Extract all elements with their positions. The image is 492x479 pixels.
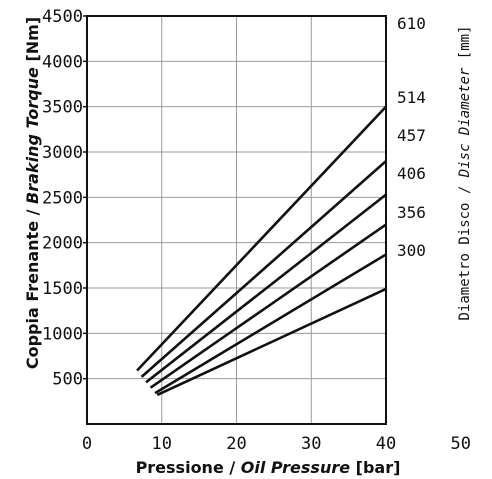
x-tick-label: 0: [82, 434, 92, 454]
diameter-label: 457: [397, 126, 426, 145]
y-tick-label: 2500: [42, 188, 83, 208]
y-tick-label: 4500: [42, 7, 83, 27]
series-line-356: [149, 223, 387, 389]
diameter-label: 406: [397, 164, 426, 183]
series-line-300: [154, 253, 387, 395]
x-tick-label: 10: [152, 434, 172, 454]
y-tick-label: 4000: [42, 52, 83, 72]
right-axis-label: Diametro Disco / Disc Diameter [mm]: [457, 25, 473, 320]
series-line-406: [145, 193, 387, 384]
x-axis-label: Pressione / Oil Pressure [bar]: [136, 458, 401, 477]
x-tick-label: 50: [451, 434, 471, 454]
y-tick-labels: 500 1000 1500 2000 2500 3000 3500 4000 4500: [42, 7, 87, 390]
x-tick-label: 40: [376, 434, 396, 454]
diameter-label: 514: [397, 88, 426, 107]
y-tick-label: 1000: [42, 324, 83, 344]
y-axis-label: Coppia Frenante / Braking Torque [Nm]: [23, 17, 42, 369]
y-tick-label: 2000: [42, 234, 83, 254]
plot-frame: [86, 15, 387, 425]
grid-lines: [87, 16, 386, 424]
diameter-label: 610: [397, 14, 426, 33]
x-tick-label: 30: [301, 434, 321, 454]
series-line-457: [140, 160, 387, 378]
y-tick-label: 3000: [42, 143, 83, 163]
right-diameter-labels: 610 514 457 406 356 300: [397, 14, 426, 260]
diameter-label: 356: [397, 203, 426, 222]
diameter-label: 300: [397, 241, 426, 260]
series-line-514: [136, 105, 387, 372]
series-line-lowest: [156, 287, 387, 397]
x-tick-label: 20: [226, 434, 246, 454]
series-lines: [136, 105, 387, 397]
x-tick-labels: 0 10 20 30 40 50: [82, 434, 471, 454]
y-tick-label: 3500: [42, 98, 83, 118]
y-tick-label: 1500: [42, 279, 83, 299]
y-tick-label: 500: [52, 370, 83, 390]
